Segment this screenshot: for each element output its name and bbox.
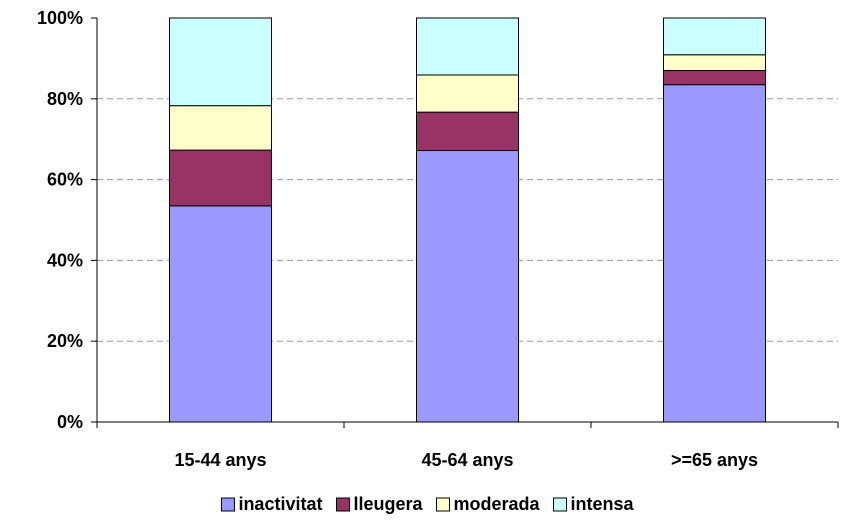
bar-segment-lleugera: [169, 149, 272, 207]
bar-segment-moderada: [663, 54, 766, 72]
bar-segment-intensa: [169, 17, 272, 107]
bar-segment-lleugera: [663, 70, 766, 86]
y-tick-label: 100%: [37, 8, 83, 28]
bar-segment-inactivitat: [169, 205, 272, 423]
bars: [169, 17, 766, 423]
legend-swatch: [553, 497, 568, 512]
legend-swatch: [220, 497, 235, 512]
bar-segment-inactivitat: [416, 150, 519, 423]
bar-segment-intensa: [663, 17, 766, 56]
bar-segment-intensa: [416, 17, 519, 76]
x-category-label: >=65 anys: [671, 450, 758, 470]
y-tick-label: 0%: [57, 412, 83, 432]
x-category-label: 15-44 anys: [174, 450, 266, 470]
legend-swatch: [335, 497, 350, 512]
y-tick-label: 60%: [47, 170, 83, 190]
legend-label: moderada: [454, 494, 541, 514]
legend-swatch: [436, 497, 450, 512]
x-category-label: 45-64 anys: [421, 450, 513, 470]
legend-label: inactivitat: [238, 494, 322, 514]
bar-segment-moderada: [416, 74, 519, 113]
bar-segment-inactivitat: [663, 84, 766, 423]
legend: inactivitat lleugera moderada intensa: [220, 494, 635, 514]
legend-item-intensa: intensa: [553, 494, 635, 514]
legend-item-moderada: moderada: [436, 494, 541, 514]
y-tick-label: 40%: [47, 250, 83, 270]
axes: [91, 17, 839, 428]
legend-label: lleugera: [353, 494, 423, 514]
legend-item-inactivitat: inactivitat: [220, 494, 322, 514]
x-category-labels: 15-44 anys 45-64 anys >=65 anys: [174, 450, 758, 470]
y-tick-label: 80%: [47, 89, 83, 109]
y-tick-label: 20%: [47, 331, 83, 351]
bar-segment-lleugera: [416, 111, 519, 152]
legend-item-lleugera: lleugera: [335, 494, 423, 514]
bar-segment-moderada: [169, 105, 272, 151]
y-tick-labels: 0% 20% 40% 60% 80% 100%: [37, 8, 83, 432]
legend-label: intensa: [571, 494, 635, 514]
